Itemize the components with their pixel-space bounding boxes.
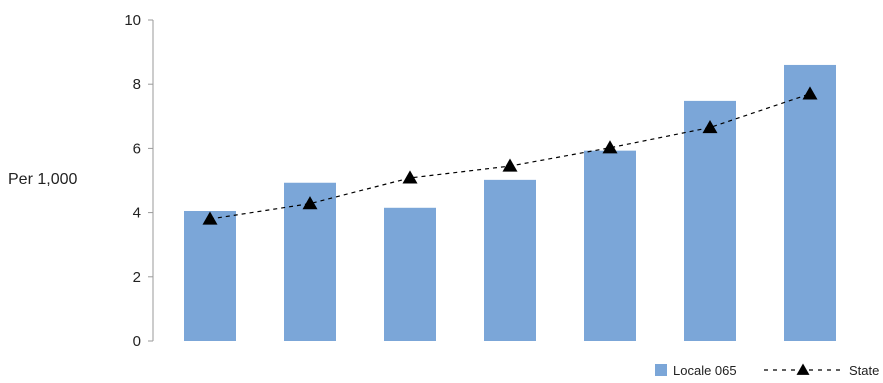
y-tick-label: 4 <box>133 205 141 222</box>
bar <box>684 100 736 341</box>
state-point <box>702 120 718 134</box>
legend-swatch-locale <box>655 364 667 376</box>
bar <box>384 207 436 341</box>
state-point <box>602 140 618 154</box>
bar <box>584 150 636 341</box>
state-point <box>302 196 318 210</box>
y-axis-title: Per 1,000 <box>8 171 77 188</box>
state-point <box>802 86 818 100</box>
y-tick-label: 6 <box>133 140 141 157</box>
y-tick-label: 0 <box>133 333 141 350</box>
y-tick-label: 2 <box>133 269 141 286</box>
bar-series <box>184 64 836 341</box>
bar <box>784 64 836 341</box>
legend-marker-state <box>796 363 810 375</box>
line-series <box>202 86 818 225</box>
legend-label-state: State <box>849 363 879 378</box>
state-point <box>202 211 218 225</box>
bar <box>484 179 536 341</box>
bar <box>184 210 236 341</box>
state-point <box>502 158 518 172</box>
state-point <box>402 170 418 184</box>
y-tick-label: 10 <box>124 12 141 29</box>
legend-label-locale: Locale 065 <box>673 363 737 378</box>
y-axis: 0 2 4 6 8 10 <box>124 12 154 350</box>
legend: Locale 065 State <box>655 363 879 378</box>
y-tick-label: 8 <box>133 76 141 93</box>
